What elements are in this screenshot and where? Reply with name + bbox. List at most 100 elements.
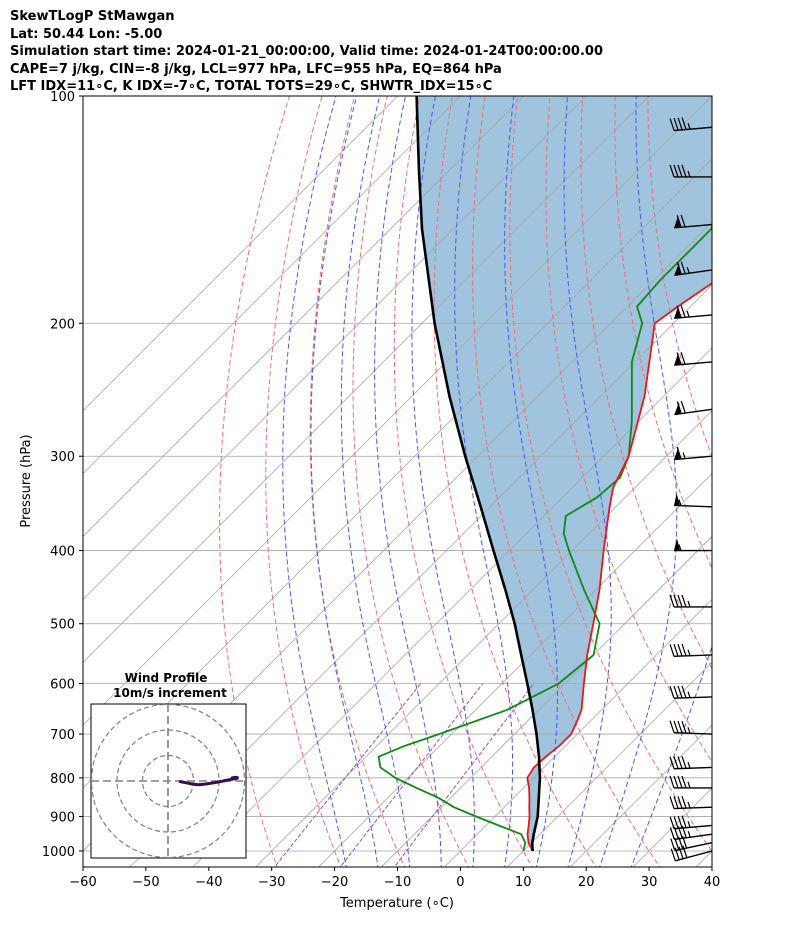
isotherm-line — [380, 535, 712, 867]
barb-flag — [681, 685, 687, 698]
barb-flag — [673, 796, 679, 809]
sounding-profiles — [377, 96, 712, 852]
isotherm-line — [255, 410, 712, 867]
barb-half-flag — [678, 544, 682, 551]
cape-shading — [416, 96, 712, 851]
y-tick-label: 400 — [50, 545, 75, 560]
moist-adiabat-line — [599, 96, 678, 867]
barb-flag — [681, 795, 687, 809]
moist-adiabat-line — [282, 96, 347, 867]
barb-flag — [669, 686, 675, 699]
y-tick-label: 600 — [50, 678, 75, 693]
dry-adiabat-line — [509, 96, 712, 852]
moist-adiabat-line — [563, 96, 612, 867]
wind-barb — [669, 594, 712, 608]
barb-flag — [673, 594, 679, 608]
isotherm-line — [83, 96, 712, 726]
barb-flag — [669, 164, 675, 178]
barb-flag — [677, 775, 683, 789]
wind-barb — [669, 720, 713, 735]
wind-barb — [669, 643, 713, 658]
barb-shaft — [674, 455, 713, 461]
isotherm-line — [443, 598, 712, 867]
barb-flag — [669, 816, 675, 829]
barb-flag — [680, 352, 686, 365]
moist-adiabat-line — [411, 96, 475, 867]
x-axis-label: Temperature (∘C) — [339, 896, 454, 911]
barb-half-flag — [687, 691, 691, 698]
cape-region — [416, 96, 712, 851]
x-axis-ticks: −60 −50 −40 −30 −20 −10 0 10 20 30 40 — [69, 867, 720, 890]
x-tick-label: 10 — [515, 875, 532, 890]
wind-barb — [674, 400, 713, 416]
barb-flag — [681, 117, 687, 130]
barb-flag — [676, 401, 682, 414]
wind-barb — [669, 756, 713, 770]
y-tick-label: 900 — [50, 810, 75, 825]
simulation-time-line: Simulation start time: 2024-01-21_00:00:… — [10, 44, 603, 59]
barb-flag — [681, 815, 687, 828]
barb-flag — [681, 164, 687, 178]
barb-shaft — [674, 269, 713, 276]
barb-shaft — [673, 766, 713, 770]
barb-half-flag — [687, 170, 691, 178]
dry-adiabat-line — [219, 96, 291, 867]
barb-flag — [669, 118, 675, 131]
chart-title: SkewTLogP StMawgan — [10, 9, 175, 24]
moist-adiabat-line — [630, 644, 712, 867]
barb-half-flag — [678, 499, 682, 506]
isotherm-line — [569, 724, 712, 867]
barb-flag — [669, 827, 675, 840]
moist-adiabat-line — [504, 96, 558, 867]
hodograph-trace — [178, 775, 239, 787]
barb-pennant — [674, 538, 680, 551]
moist-adiabat-line — [374, 96, 442, 867]
dry-adiabat-line — [580, 96, 712, 670]
dry-adiabat-line — [472, 96, 661, 867]
barb-flag — [677, 815, 683, 829]
wind-barb — [674, 446, 713, 461]
hodograph-ring — [91, 704, 246, 858]
barb-half-flag — [687, 821, 691, 828]
barb-flag — [669, 594, 675, 608]
barb-flag — [680, 400, 686, 414]
barb-flag — [677, 117, 683, 131]
x-tick-label: −10 — [384, 875, 411, 890]
wind-barb — [674, 261, 713, 276]
isotherm-line — [129, 284, 712, 867]
chart-header: SkewTLogP StMawgan Lat: 50.44 Lon: -5.00… — [10, 8, 603, 96]
x-tick-label: −20 — [321, 875, 348, 890]
dry-adiabat-line — [265, 96, 342, 867]
x-tick-label: 20 — [578, 875, 595, 890]
barb-flag — [670, 838, 676, 851]
barb-shaft — [674, 223, 713, 229]
barb-flag — [676, 262, 682, 275]
barb-flag — [677, 720, 683, 734]
barb-shaft — [673, 504, 713, 508]
dry-adiabat-line — [545, 96, 712, 763]
x-tick-label: −40 — [195, 875, 222, 890]
barb-half-flag — [686, 310, 690, 318]
barb-half-flag — [687, 762, 691, 769]
barb-shaft — [675, 850, 713, 862]
x-tick-label: 0 — [456, 875, 464, 890]
barb-shaft — [674, 824, 713, 830]
barb-flag — [669, 644, 675, 657]
barb-half-flag — [687, 600, 691, 608]
barb-flag — [676, 446, 682, 460]
wind-barb — [674, 305, 713, 319]
barb-shaft — [674, 833, 713, 841]
barb-flag — [673, 118, 679, 131]
mixing-ratio-line — [273, 683, 422, 867]
barb-flag — [670, 848, 676, 862]
barb-flag — [680, 261, 686, 274]
moist-adiabat-line — [340, 96, 411, 867]
wind-barb — [669, 795, 713, 810]
index-params-line: LFT IDX=11∘C, K IDX=-7∘C, TOTAL TOTS=29∘… — [10, 79, 493, 94]
y-tick-label: 700 — [50, 728, 75, 743]
barb-shaft — [673, 732, 713, 735]
y-tick-label: 300 — [50, 450, 75, 465]
isotherm-line — [83, 96, 525, 538]
isotherm-line — [318, 473, 712, 867]
wind-profile-inset: Wind Profile 10m/s increment — [90, 671, 247, 859]
